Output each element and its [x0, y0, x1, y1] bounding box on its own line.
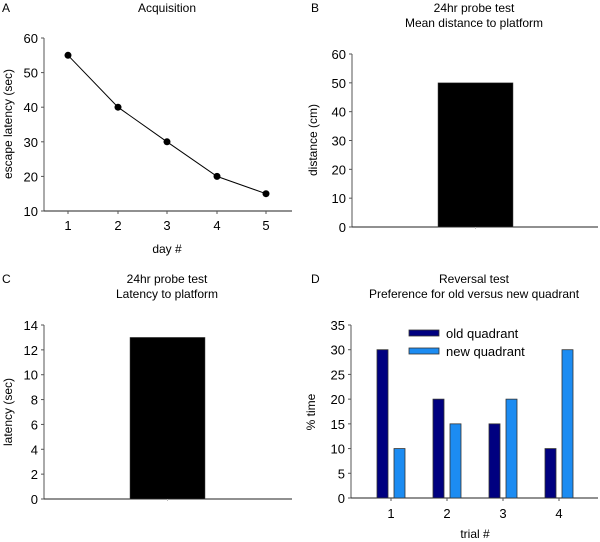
- panel-d-ylabel: % time: [304, 393, 318, 430]
- panel-a-ytick-label: 10: [24, 204, 38, 219]
- panel-c-title-line1: 24hr probe test: [127, 272, 208, 286]
- panel-a-xtick-label: 2: [114, 218, 121, 233]
- panel-d-title-line2: Preference for old versus new quadrant: [369, 287, 580, 301]
- panel-c-ytick-label: 4: [31, 442, 38, 457]
- panel-b-bar: [437, 82, 514, 228]
- panel-a-xtick-label: 5: [262, 218, 269, 233]
- panel-b-ytick-label: 40: [332, 105, 346, 120]
- panel-d-bar-new-quadrant: [505, 398, 518, 499]
- panel-a-ytick-label: 30: [24, 135, 38, 150]
- panel-d-ytick-label: 35: [331, 318, 345, 333]
- panel-d-ytick-label: 15: [331, 417, 345, 432]
- panel-d-ytick-label: 0: [338, 491, 345, 506]
- panel-d-bar-old-quadrant: [544, 448, 557, 499]
- panel-c-ytick-label: 10: [24, 368, 38, 383]
- panel-a-data-point: [64, 51, 72, 59]
- panel-c-ytick-label: 6: [31, 417, 38, 432]
- panel-d-xtick-label: 2: [443, 506, 450, 521]
- panel-c-ylabel: latency (sec): [1, 378, 15, 446]
- panel-a-data-point: [213, 172, 221, 180]
- panel-d-bar-new-quadrant: [449, 423, 462, 499]
- panel-a-ytick-label: 60: [24, 31, 38, 46]
- panel-b: B 24hr probe test Mean distance to platf…: [306, 1, 598, 235]
- panel-c: C 24hr probe test Latency to platform la…: [1, 272, 292, 507]
- panel-a-xlabel: day #: [152, 242, 182, 256]
- panel-b-ytick-label: 20: [332, 162, 346, 177]
- panel-d-ytick-label: 10: [331, 442, 345, 457]
- panel-b-letter: B: [311, 1, 319, 15]
- legend-label-old-quadrant: old quadrant: [446, 326, 519, 341]
- panel-d-bar-old-quadrant: [488, 423, 501, 499]
- panel-a-xtick-label: 3: [163, 218, 170, 233]
- panel-b-title-line2: Mean distance to platform: [405, 16, 543, 30]
- panel-a-ytick-label: 20: [24, 169, 38, 184]
- panel-c-ytick-label: 14: [24, 318, 38, 333]
- legend-swatch-old-quadrant: [408, 329, 440, 337]
- panel-d-xlabel: trial #: [460, 527, 490, 541]
- legend-swatch-new-quadrant: [408, 347, 440, 355]
- panel-d-ytick-label: 25: [331, 367, 345, 382]
- panel-d-bar-new-quadrant: [393, 448, 406, 499]
- legend-label-new-quadrant: new quadrant: [446, 344, 525, 359]
- panel-d-letter: D: [311, 272, 320, 286]
- panel-a-data-point: [114, 103, 122, 111]
- panel-c-letter: C: [2, 272, 11, 286]
- panel-c-bar: [129, 337, 206, 500]
- panel-a-ytick-label: 50: [24, 66, 38, 81]
- panel-d-xtick-label: 3: [499, 506, 506, 521]
- panel-c-ytick-label: 2: [31, 467, 38, 482]
- panel-d-xtick-label: 1: [387, 506, 394, 521]
- panel-d-ytick-label: 20: [331, 392, 345, 407]
- panel-a-xtick-label: 4: [213, 218, 220, 233]
- panel-a-ytick-label: 40: [24, 100, 38, 115]
- panel-a-series-line: [67, 54, 267, 195]
- panel-b-ytick-label: 30: [332, 134, 346, 149]
- panel-b-ylabel: distance (cm): [306, 104, 320, 176]
- panel-c-title-line2: Latency to platform: [116, 287, 218, 301]
- panel-a-letter: A: [2, 1, 10, 15]
- panel-d: D Reversal test Preference for old versu…: [304, 272, 598, 541]
- panel-b-ytick-label: 50: [332, 76, 346, 91]
- panel-b-title-line1: 24hr probe test: [434, 1, 515, 15]
- panel-d-bar-old-quadrant: [432, 398, 445, 499]
- panel-a-title: Acquisition: [138, 1, 196, 15]
- panel-a-xtick-label: 1: [64, 218, 71, 233]
- panel-d-ytick-label: 30: [331, 343, 345, 358]
- panel-b-ytick-label: 60: [332, 47, 346, 62]
- panel-b-ytick-label: 10: [332, 191, 346, 206]
- panel-d-title-line1: Reversal test: [439, 272, 510, 286]
- panel-b-ytick-label: 0: [339, 220, 346, 235]
- panel-d-bar-old-quadrant: [376, 349, 389, 499]
- panel-a-data-point: [262, 190, 270, 198]
- panel-d-bar-new-quadrant: [561, 349, 574, 499]
- panel-a-ylabel: escape latency (sec): [1, 69, 15, 179]
- panel-c-ytick-label: 8: [31, 393, 38, 408]
- panel-c-ytick-label: 12: [24, 343, 38, 358]
- panel-d-legend: old quadrant new quadrant: [408, 326, 525, 359]
- panel-a: A Acquisition day # escape latency (sec)…: [1, 1, 292, 256]
- panel-d-ytick-label: 5: [338, 466, 345, 481]
- panel-d-xtick-label: 4: [555, 506, 562, 521]
- panel-c-ytick-label: 0: [31, 492, 38, 507]
- panel-a-data-point: [163, 138, 171, 146]
